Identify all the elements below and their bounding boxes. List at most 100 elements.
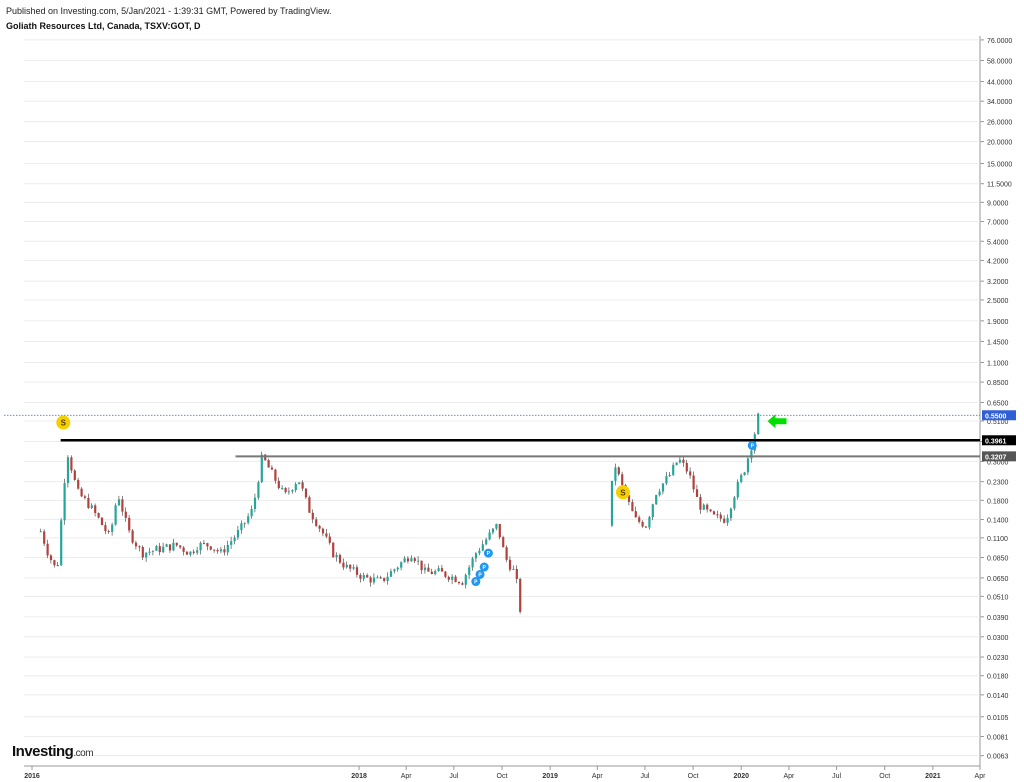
candle bbox=[274, 468, 277, 484]
candle bbox=[678, 456, 682, 464]
candle bbox=[141, 545, 144, 561]
y-tick-label: 0.2300 bbox=[987, 480, 1009, 487]
candle-body bbox=[491, 528, 495, 533]
candle bbox=[726, 514, 729, 526]
candle bbox=[243, 522, 246, 528]
candle bbox=[692, 471, 695, 493]
candle bbox=[641, 520, 644, 528]
candle bbox=[311, 509, 314, 524]
candle bbox=[189, 551, 192, 557]
x-tick-label: Apr bbox=[592, 773, 604, 780]
candle bbox=[661, 483, 665, 495]
candle bbox=[386, 572, 389, 585]
candle bbox=[325, 529, 328, 539]
candle bbox=[444, 571, 447, 579]
candle-body bbox=[117, 499, 121, 506]
candle-body bbox=[457, 581, 461, 584]
candle-body bbox=[318, 525, 321, 529]
candle-body bbox=[202, 542, 206, 544]
last-price-tag bbox=[982, 410, 1016, 421]
candle-body bbox=[447, 576, 450, 580]
candle bbox=[410, 555, 413, 562]
candle bbox=[495, 523, 498, 531]
candle bbox=[712, 510, 716, 515]
y-tick-label: 0.0390 bbox=[987, 615, 1009, 622]
candle-body bbox=[672, 464, 675, 475]
candle-body bbox=[644, 526, 648, 528]
candle bbox=[485, 537, 488, 546]
candle-body bbox=[325, 533, 328, 537]
x-tick-label: Apr bbox=[401, 773, 413, 780]
candle bbox=[519, 577, 522, 614]
y-tick-label: 76.0000 bbox=[987, 38, 1012, 45]
candle bbox=[746, 457, 750, 476]
candle bbox=[508, 556, 512, 572]
candle bbox=[175, 542, 178, 547]
level-price-label: 0.3961 bbox=[985, 438, 1007, 445]
candle bbox=[631, 499, 634, 512]
y-tick-label: 44.0000 bbox=[987, 80, 1012, 87]
candle bbox=[73, 469, 76, 481]
candle bbox=[240, 520, 243, 534]
candle-body bbox=[512, 568, 515, 570]
candle-body bbox=[213, 549, 216, 551]
candle bbox=[291, 489, 294, 494]
candle bbox=[512, 565, 515, 571]
event-marker bbox=[471, 577, 481, 587]
candle bbox=[440, 564, 444, 572]
y-tick-label: 0.6500 bbox=[987, 401, 1009, 408]
candle bbox=[219, 546, 223, 554]
candle bbox=[675, 462, 678, 466]
candle bbox=[216, 548, 219, 554]
split-marker bbox=[56, 415, 71, 430]
candle-body bbox=[73, 470, 76, 480]
candle-body bbox=[298, 482, 301, 485]
candle bbox=[376, 575, 379, 579]
candle-body bbox=[740, 474, 743, 482]
candle bbox=[614, 463, 617, 486]
candle-body bbox=[359, 574, 362, 579]
candle-body bbox=[726, 518, 729, 523]
candle bbox=[131, 529, 134, 545]
candle bbox=[396, 566, 399, 572]
y-tick-label: 9.0000 bbox=[987, 200, 1009, 207]
candle-body bbox=[257, 482, 260, 498]
candle-body bbox=[733, 497, 736, 509]
candle-body bbox=[223, 549, 226, 553]
candle bbox=[468, 565, 471, 579]
y-tick-label: 3.2000 bbox=[987, 279, 1009, 286]
candle bbox=[284, 487, 287, 494]
candle-body bbox=[148, 551, 151, 553]
y-tick-label: 7.0000 bbox=[987, 220, 1009, 227]
candle bbox=[172, 538, 175, 552]
y-tick-label: 0.0650 bbox=[987, 576, 1009, 583]
candle-body bbox=[464, 574, 467, 585]
candle bbox=[43, 529, 46, 547]
candle-body bbox=[440, 568, 444, 572]
candle bbox=[301, 480, 304, 492]
y-tick-label: 0.0510 bbox=[987, 594, 1009, 601]
candle bbox=[342, 558, 345, 571]
candle-body bbox=[471, 558, 474, 568]
candle bbox=[420, 560, 423, 575]
candle bbox=[155, 544, 158, 551]
y-tick-label: 0.1100 bbox=[987, 536, 1008, 543]
candle-body bbox=[250, 509, 253, 517]
marker-label: S bbox=[620, 488, 626, 497]
candle bbox=[362, 572, 365, 582]
candle-body bbox=[641, 521, 644, 527]
candle-body bbox=[427, 567, 430, 572]
candle bbox=[165, 543, 168, 547]
candle-body bbox=[172, 542, 175, 551]
candle bbox=[461, 581, 464, 586]
y-tick-label: 0.1800 bbox=[987, 498, 1009, 505]
candle-body bbox=[158, 546, 161, 553]
candle-body bbox=[505, 547, 508, 560]
candle bbox=[257, 480, 260, 500]
candle-body bbox=[699, 496, 702, 510]
x-tick-label: Oct bbox=[879, 773, 890, 780]
candle-body bbox=[291, 490, 294, 492]
candle bbox=[434, 569, 437, 576]
level-price-tag bbox=[982, 451, 1016, 462]
